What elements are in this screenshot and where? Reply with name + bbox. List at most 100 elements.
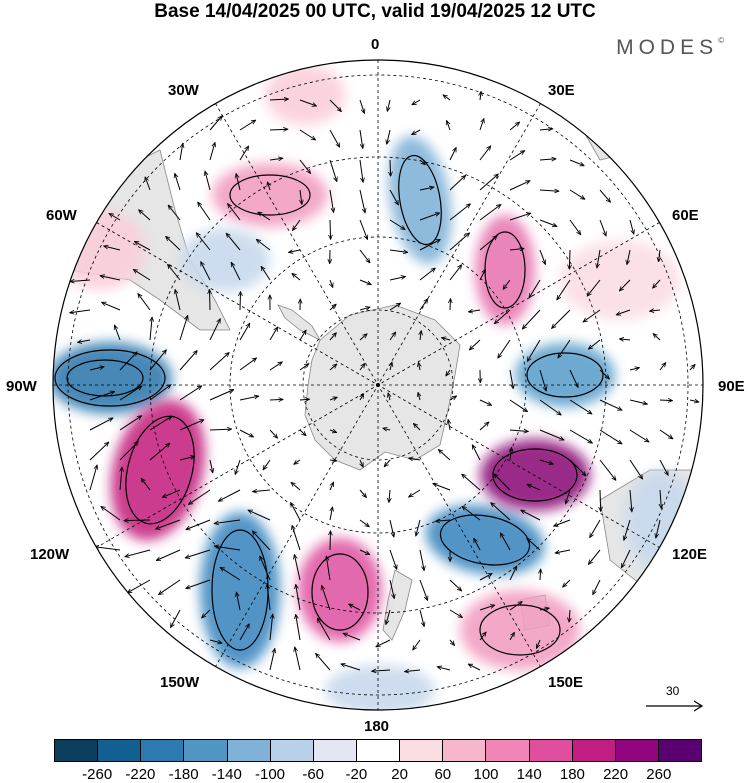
anomaly-field (53, 65, 695, 710)
lon-label-30w: 30W (168, 82, 199, 99)
wind-arrow (509, 180, 530, 191)
colorbar-cell (443, 740, 487, 761)
wind-arrow (527, 483, 541, 491)
wind-arrow (629, 219, 634, 234)
wind-arrow (256, 239, 271, 251)
wind-arrow (449, 148, 457, 161)
wind-arrow (329, 333, 336, 341)
wind-arrow (289, 250, 301, 252)
wind-arrow (162, 489, 181, 497)
wind-arrow (599, 399, 622, 411)
colorbar-tick-label: 100 (473, 766, 499, 783)
wind-arrow (156, 549, 181, 561)
wind-arrow (462, 474, 481, 491)
wind-arrow (239, 358, 257, 371)
wind-arrow (269, 614, 273, 641)
wind-arrow (619, 279, 631, 291)
wind-arrow (479, 205, 501, 221)
wind-arrow (659, 249, 661, 262)
wind-arrow (539, 249, 545, 264)
wind-arrow (539, 219, 557, 226)
wind-arrow (263, 459, 271, 470)
wind-arrow (479, 146, 491, 161)
anomaly-high-ross-sea (298, 538, 382, 642)
wind-arrow (239, 624, 249, 641)
wind-arrow (209, 319, 221, 341)
reference-vector: 30 (640, 684, 710, 714)
colorbar-tick-label: 20 (391, 766, 408, 783)
page-title: Base 14/04/2025 00 UTC, valid 19/04/2025… (154, 1, 596, 22)
wind-arrow (329, 482, 335, 491)
wind-arrow (509, 151, 525, 161)
wind-arrow (299, 399, 310, 400)
wind-arrow (462, 506, 481, 521)
wind-arrow (689, 400, 699, 402)
wind-arrow (412, 129, 421, 135)
wind-arrow (509, 602, 522, 611)
anomaly-low-south-america-west (53, 342, 172, 414)
wind-arrow (629, 399, 647, 404)
wind-arrow (660, 489, 661, 508)
colorbar-cell (141, 740, 185, 761)
wind-arrow (115, 325, 121, 341)
colorbar-cell (615, 740, 659, 761)
wind-arrow (540, 569, 541, 581)
wind-arrow (650, 310, 661, 311)
wind-arrow (159, 579, 181, 595)
wind-arrow (659, 429, 673, 439)
wind-arrow (269, 129, 288, 130)
anomaly-high-tasman (460, 590, 580, 670)
wind-arrow (149, 416, 172, 431)
wind-arrow (537, 639, 541, 648)
wind-arrow (326, 556, 331, 581)
wind-arrow (248, 509, 271, 521)
wind-arrow (419, 299, 428, 311)
wind-arrow (209, 459, 213, 473)
wind-arrow (509, 566, 518, 581)
wind-arrow (292, 273, 301, 281)
wind-arrow (329, 460, 337, 461)
wind-arrow (443, 95, 451, 101)
wind-arrow (253, 490, 271, 492)
wind-arrow (239, 146, 249, 161)
colorbar-tick-label: -60 (302, 766, 325, 783)
wind-arrow (416, 519, 421, 536)
wind-arrow (447, 121, 451, 131)
antarctic-peninsula (277, 304, 322, 341)
wind-arrow (230, 262, 241, 281)
wind-arrow (239, 323, 250, 341)
wind-arrow (269, 362, 282, 371)
wind-arrow (299, 364, 309, 371)
wind-arrow (449, 175, 466, 191)
wind-arrow (480, 91, 481, 101)
wind-arrow (179, 419, 204, 431)
wind-arrow (389, 549, 397, 569)
anomaly-high-indian-west (475, 215, 535, 325)
wind-arrow (119, 352, 137, 371)
wind-arrow (479, 236, 497, 251)
wind-arrow (119, 386, 142, 401)
lon-label-180: 180 (364, 718, 390, 735)
wind-arrow (446, 369, 451, 376)
wind-arrow (419, 213, 440, 221)
wind-arrow (419, 240, 440, 251)
wind-arrow (616, 309, 631, 315)
wind-arrow (509, 122, 520, 131)
wind-arrow (474, 538, 481, 551)
wind-arrow (588, 339, 601, 349)
wind-arrow (168, 264, 181, 281)
wind-arrow (449, 233, 470, 251)
wind-arrow (359, 363, 365, 371)
wind-arrow (299, 330, 306, 341)
wind-arrow (239, 429, 254, 437)
wind-arrow (330, 219, 331, 239)
wind-arrow (124, 520, 151, 521)
lon-label-150e: 150E (548, 674, 584, 691)
wind-arrow (179, 456, 195, 461)
wind-arrow (134, 241, 151, 251)
colorbar-cell (356, 740, 401, 761)
wind-arrow (420, 331, 421, 341)
wind-arrow (413, 639, 421, 650)
wind-arrow (498, 339, 511, 358)
wind-arrow (104, 246, 121, 251)
